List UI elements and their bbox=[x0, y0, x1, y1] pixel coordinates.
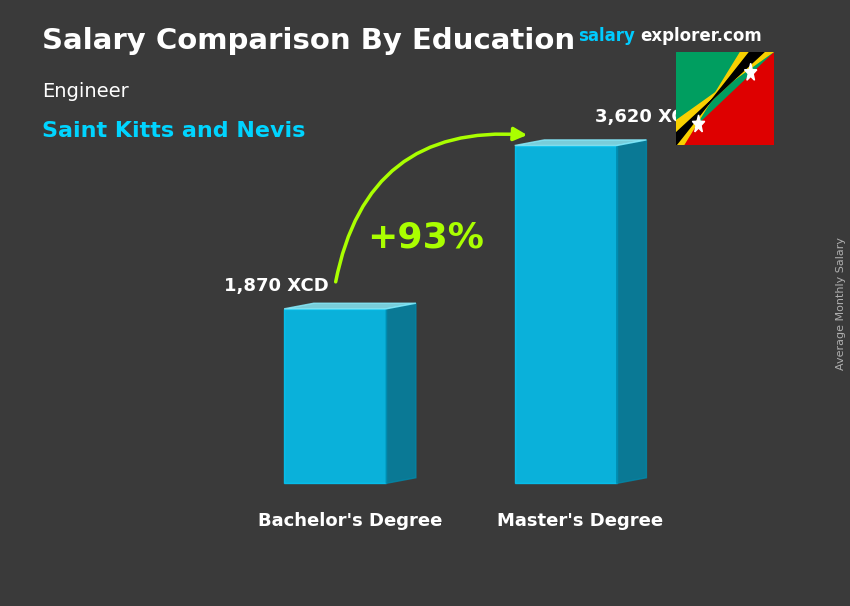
Polygon shape bbox=[386, 303, 416, 484]
Polygon shape bbox=[676, 52, 774, 145]
Text: Saint Kitts and Nevis: Saint Kitts and Nevis bbox=[42, 121, 306, 141]
Text: explorer.com: explorer.com bbox=[640, 27, 762, 45]
Polygon shape bbox=[514, 140, 647, 145]
Polygon shape bbox=[676, 52, 774, 145]
Polygon shape bbox=[693, 115, 705, 132]
Polygon shape bbox=[514, 145, 617, 484]
Polygon shape bbox=[284, 309, 386, 484]
Text: Average Monthly Salary: Average Monthly Salary bbox=[836, 236, 846, 370]
Polygon shape bbox=[676, 52, 750, 158]
Polygon shape bbox=[284, 303, 416, 309]
Polygon shape bbox=[745, 63, 756, 80]
Polygon shape bbox=[676, 52, 764, 145]
Text: 1,870 XCD: 1,870 XCD bbox=[224, 277, 328, 295]
Polygon shape bbox=[617, 140, 647, 484]
Text: Master's Degree: Master's Degree bbox=[497, 512, 664, 530]
Text: Bachelor's Degree: Bachelor's Degree bbox=[258, 512, 442, 530]
Text: +93%: +93% bbox=[367, 221, 484, 255]
Text: Engineer: Engineer bbox=[42, 82, 129, 101]
Text: salary: salary bbox=[578, 27, 635, 45]
Polygon shape bbox=[676, 52, 774, 133]
Text: 3,620 XCD: 3,620 XCD bbox=[595, 108, 700, 126]
Text: Salary Comparison By Education: Salary Comparison By Education bbox=[42, 27, 575, 55]
